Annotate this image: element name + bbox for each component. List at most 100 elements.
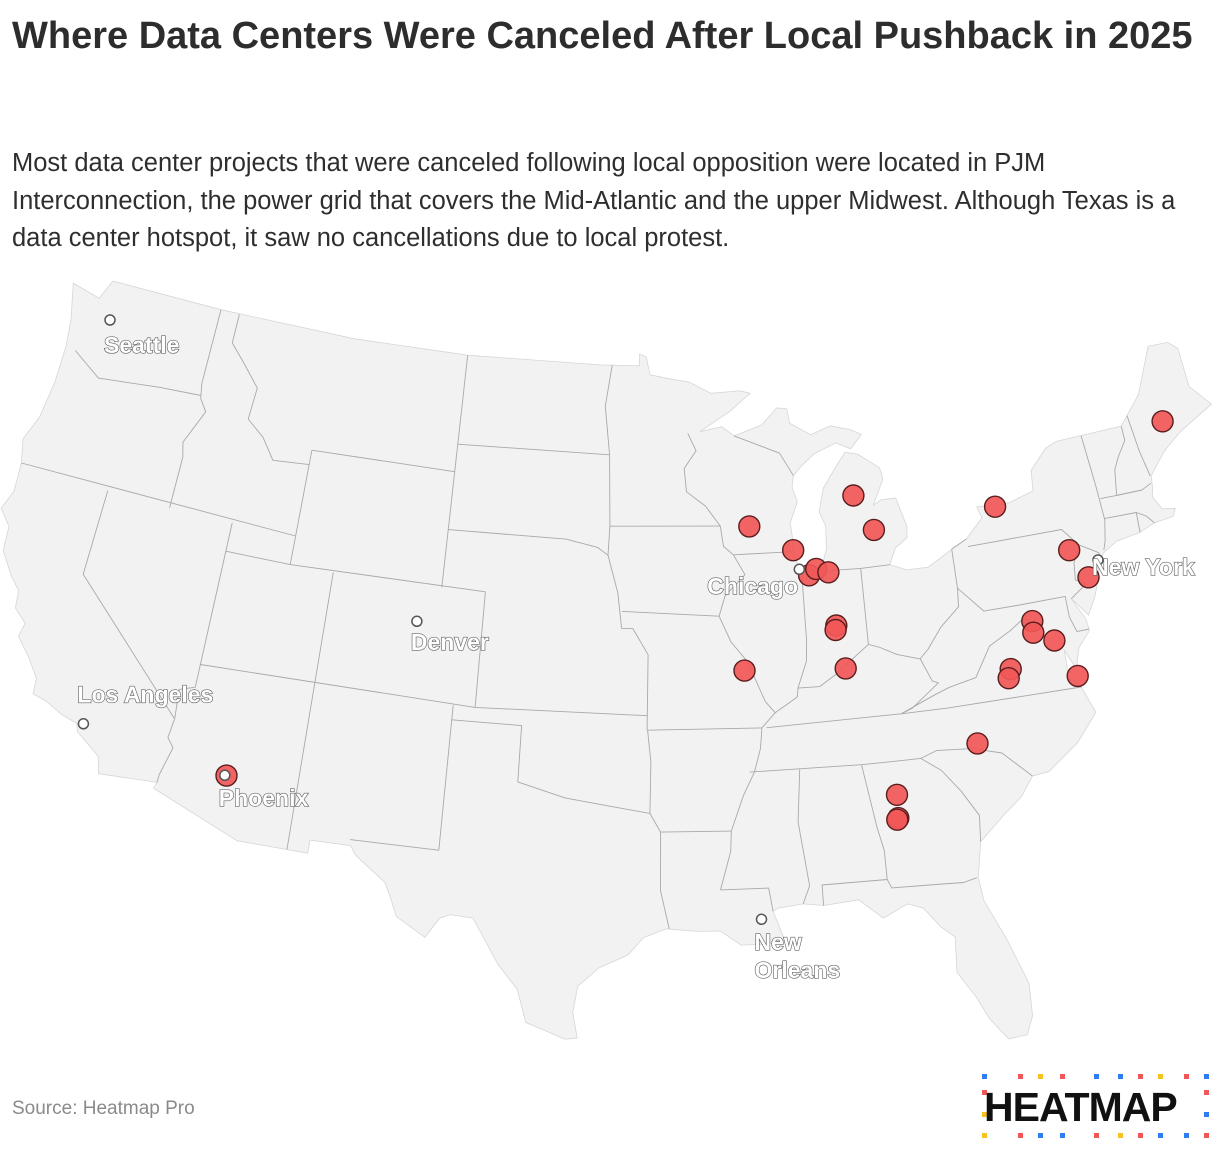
logo-dot bbox=[1204, 1133, 1209, 1138]
canceled-project-marker bbox=[886, 808, 909, 831]
canceled-project-marker bbox=[862, 518, 886, 542]
logo-dot bbox=[1118, 1133, 1123, 1138]
canceled-project-marker bbox=[1043, 629, 1066, 652]
state-border-line bbox=[868, 643, 939, 715]
state-border-line bbox=[774, 572, 808, 714]
logo-dot bbox=[1158, 1074, 1163, 1079]
state-border-line bbox=[1135, 512, 1141, 533]
state-border-line bbox=[156, 718, 176, 783]
city-dot-icon bbox=[755, 913, 768, 926]
state-border-line bbox=[1080, 435, 1106, 551]
state-border-line bbox=[951, 538, 967, 550]
state-border-line bbox=[448, 529, 609, 556]
state-border-line bbox=[74, 350, 202, 396]
canceled-project-marker bbox=[733, 659, 756, 682]
state-border-line bbox=[766, 686, 1082, 729]
city-dot-icon bbox=[411, 615, 423, 628]
chart-title: Where Data Centers Were Canceled After L… bbox=[12, 15, 1193, 57]
logo-dot bbox=[982, 1090, 987, 1095]
city-label: Chicago bbox=[707, 573, 798, 599]
state-border-line bbox=[200, 664, 476, 708]
state-border-line bbox=[225, 550, 291, 566]
logo-dot bbox=[1204, 1090, 1209, 1095]
map-land bbox=[0, 280, 1213, 1040]
logo-dot bbox=[1138, 1074, 1143, 1079]
state-border-line bbox=[174, 522, 233, 719]
state-border-line bbox=[1126, 415, 1151, 477]
state-border-line bbox=[604, 365, 613, 556]
logo-dot bbox=[982, 1074, 987, 1079]
canceled-project-marker bbox=[834, 657, 857, 680]
state-border-line bbox=[457, 443, 610, 456]
logo-dot bbox=[982, 1133, 987, 1138]
heatmap-logo: HEATMAP bbox=[978, 1072, 1210, 1140]
canceled-project-marker bbox=[1077, 566, 1100, 589]
canceled-project-marker bbox=[1022, 621, 1045, 644]
logo-dot bbox=[1158, 1133, 1163, 1138]
logo-dot bbox=[1060, 1133, 1065, 1138]
state-border-line bbox=[231, 314, 310, 466]
state-border-line bbox=[886, 877, 978, 889]
city-dot-icon bbox=[219, 769, 231, 782]
logo-dot bbox=[1038, 1133, 1043, 1138]
state-border-line bbox=[919, 549, 959, 660]
city-dot-icon bbox=[793, 563, 806, 576]
logo-dot bbox=[1138, 1133, 1143, 1138]
city-dot-icon bbox=[1092, 554, 1104, 566]
city-dot-icon bbox=[104, 314, 116, 326]
us-land-shape bbox=[0, 280, 1213, 1040]
state-border-line bbox=[82, 490, 175, 719]
chart-subtitle: Most data center projects that were canc… bbox=[12, 149, 1176, 252]
state-border-line bbox=[647, 727, 762, 731]
logo-dot bbox=[1094, 1133, 1099, 1138]
state-border-line bbox=[474, 591, 648, 717]
state-border-line bbox=[21, 462, 296, 537]
city-labels: Seattle Los Angeles Denver Phoenix Chicago Ne… bbox=[77, 314, 1196, 984]
logo-dots-icon bbox=[982, 1074, 1209, 1138]
state-border-line bbox=[632, 628, 649, 731]
state-border-line bbox=[920, 758, 982, 842]
state-border-line bbox=[1100, 426, 1126, 500]
canceled-project-marker bbox=[1151, 410, 1174, 433]
city-dot-icon bbox=[77, 718, 90, 730]
source-note: Source: Heatmap Pro bbox=[12, 1098, 195, 1119]
us-map: Seattle Los Angeles Denver Phoenix Chicago Ne… bbox=[0, 280, 1213, 1040]
state-border-line bbox=[719, 526, 795, 556]
logo-wordmark: HEATMAP bbox=[984, 1084, 1178, 1130]
logo-dot bbox=[1184, 1074, 1189, 1079]
state-border-line bbox=[451, 719, 650, 814]
state-border-line bbox=[957, 587, 1090, 633]
city-label: New Orleans bbox=[755, 929, 841, 983]
state-border-line bbox=[350, 705, 454, 851]
logo-dot bbox=[1094, 1074, 1099, 1079]
logo-dot bbox=[1060, 1074, 1065, 1079]
logo-dot bbox=[1118, 1074, 1123, 1079]
city-label: New York bbox=[1092, 554, 1195, 580]
state-border-line bbox=[683, 433, 721, 527]
logo-dot bbox=[1038, 1074, 1043, 1079]
logo-dot bbox=[1204, 1074, 1209, 1079]
state-border-line bbox=[821, 764, 888, 906]
canceled-project-marker bbox=[782, 539, 805, 562]
state-border-line bbox=[607, 555, 633, 629]
canceled-project-marker bbox=[824, 618, 847, 642]
canceled-project-marker bbox=[1057, 539, 1081, 562]
canceled-project-marker bbox=[983, 495, 1007, 518]
state-border-line bbox=[621, 610, 720, 617]
state-border-line bbox=[720, 887, 774, 912]
canceled-project-marker bbox=[1066, 664, 1089, 688]
state-border-line bbox=[441, 355, 469, 588]
canceled-project-marker bbox=[817, 561, 840, 584]
state-border-line bbox=[749, 748, 1033, 777]
state-border-line bbox=[311, 449, 455, 473]
logo-dot bbox=[1018, 1074, 1023, 1079]
state-border-line bbox=[860, 568, 869, 645]
canceled-project-marker bbox=[997, 667, 1020, 690]
state-border-line bbox=[169, 309, 222, 508]
city-label: Phoenix bbox=[219, 785, 309, 811]
city-label: Seattle bbox=[104, 332, 179, 358]
state-border-line bbox=[647, 730, 732, 833]
canceled-project-marker bbox=[966, 732, 989, 755]
canceled-project-marker bbox=[738, 515, 761, 538]
state-border-line bbox=[660, 832, 670, 929]
